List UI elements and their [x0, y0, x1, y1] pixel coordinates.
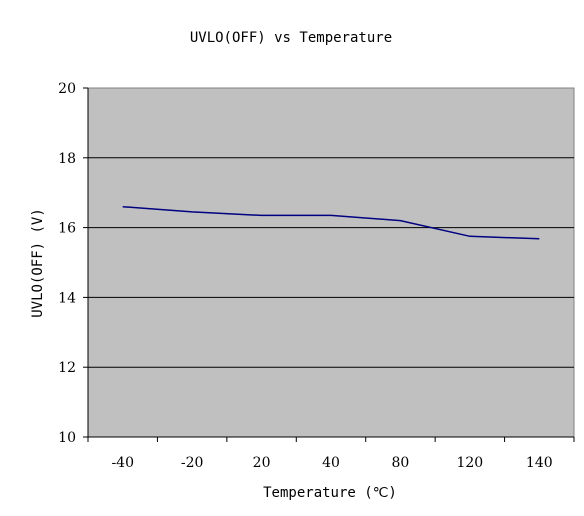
x-tick-label: 80: [392, 455, 410, 471]
x-axis-label: Temperature (℃): [263, 485, 397, 501]
chart-title: UVLO(OFF) vs Temperature: [190, 30, 392, 46]
x-tick-label: -40: [111, 455, 134, 471]
y-tick-label: 10: [58, 430, 76, 446]
y-axis-label: UVLO(OFF) (V): [30, 208, 46, 318]
y-tick-label: 18: [58, 151, 76, 167]
x-tick-label: 140: [526, 455, 553, 471]
y-tick-label: 16: [58, 221, 76, 237]
y-axis-ticks: 10 12 14 16 18 20: [58, 81, 88, 446]
y-tick-label: 12: [58, 360, 76, 376]
series-line: [122, 205, 540, 240]
plot-area: [87, 87, 575, 438]
x-tick-label: -20: [181, 455, 204, 471]
x-axis-ticks: -40 -20 20 40 80 120 140: [87, 437, 575, 471]
y-tick-label: 14: [58, 290, 76, 306]
y-tick-label: 20: [58, 81, 76, 97]
x-tick-label: 20: [253, 455, 271, 471]
grid-lines: [88, 157, 574, 368]
x-tick-label: 40: [322, 455, 340, 471]
x-tick-label: 120: [456, 455, 483, 471]
